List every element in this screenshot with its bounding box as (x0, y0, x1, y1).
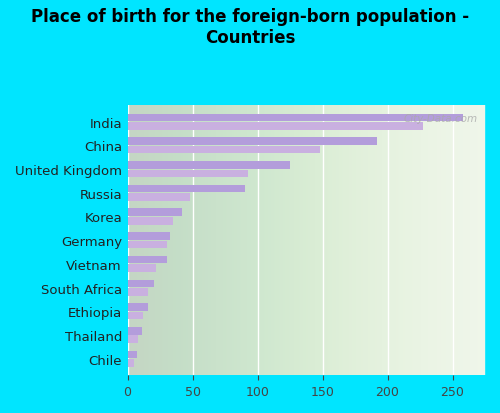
Bar (128, 185, 244, 193)
Bar (128, 138, 377, 145)
Bar (128, 194, 190, 201)
Bar (128, 233, 170, 240)
Bar (128, 351, 136, 358)
Bar (128, 114, 463, 122)
Bar (128, 241, 166, 249)
Bar (128, 336, 138, 343)
Text: Place of birth for the foreign-born population -
Countries: Place of birth for the foreign-born popu… (31, 8, 469, 47)
Bar (128, 161, 290, 169)
Bar (128, 280, 154, 287)
Bar (128, 147, 320, 154)
Bar (128, 312, 143, 320)
Text: City-Data.com: City-Data.com (404, 114, 478, 124)
Bar (128, 256, 166, 264)
Bar (128, 359, 134, 367)
Bar (128, 288, 148, 296)
Bar (128, 123, 422, 131)
Bar (128, 265, 156, 272)
Bar (128, 327, 142, 335)
Bar (128, 170, 248, 178)
Bar (128, 304, 148, 311)
Bar (128, 209, 182, 216)
Bar (128, 217, 173, 225)
